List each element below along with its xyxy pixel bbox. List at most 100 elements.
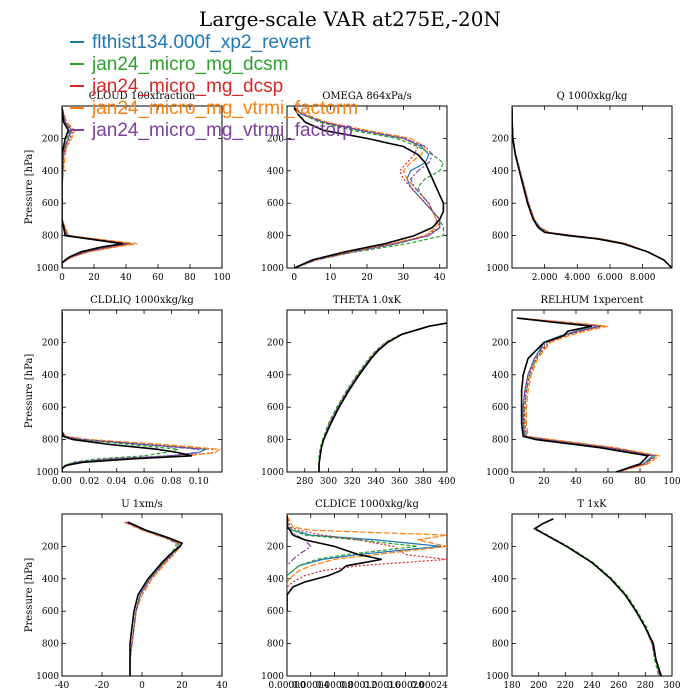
x-tick-label: 8.000 (630, 273, 656, 283)
y-tick-label: 200 (492, 542, 509, 552)
series-line-jan24-micro-mg-dcsm (518, 317, 658, 472)
panel-q: 200 400 600 800 1000 2.000 4.000 6.000 8.000 Q 10… (486, 91, 673, 283)
legend-label: flthist134.000f_xp2_revert (92, 32, 311, 53)
y-tick-label: 1000 (486, 672, 509, 682)
y-tick-label: 800 (267, 640, 284, 650)
x-tick-label: 20 (538, 477, 550, 487)
y-tick-label: 600 (42, 403, 59, 413)
x-tick-label: 0.08 (161, 477, 181, 487)
series-line-jan24-micro-mg-dcsp (518, 317, 658, 472)
panel-omega: 200 400 600 800 1000 0 10 20 30 40 OMEGA 864xPa/s (261, 91, 448, 283)
series-line-jan24-micro-mg-vtrmi-factorp (293, 107, 441, 268)
y-tick-label: 400 (42, 575, 59, 585)
y-tick-label: 800 (492, 640, 509, 650)
series-line-jan24-micro-mg-dcsp (293, 107, 441, 268)
x-tick-label: 20 (176, 681, 188, 691)
y-tick-label: 1000 (36, 468, 59, 478)
series-line-jan24-micro-mg-vtrmi-factorp (62, 311, 201, 472)
x-tick-label: 60 (152, 273, 164, 283)
series-line-flthist134-000f-xp2-revert (287, 515, 442, 612)
x-tick-label: 20 (361, 273, 373, 283)
y-tick-label: 600 (267, 607, 284, 617)
series-line-jan24-micro-mg-vtrmi-factorp (512, 107, 672, 268)
x-tick-label: 4.000 (564, 273, 590, 283)
x-tick-label: 80 (634, 477, 646, 487)
series-line-jan24-micro-mg-vtrmi-factorm (293, 107, 437, 268)
x-tick-label: 380 (415, 477, 432, 487)
x-tick-label: 100 (663, 477, 680, 487)
y-tick-label: 600 (492, 607, 509, 617)
legend-label: jan24_micro_mg_dcsm (91, 54, 288, 75)
series-line-jan24-micro-mg-dcsp (62, 311, 213, 472)
x-tick-label: 180 (503, 681, 520, 691)
series-line-control (293, 107, 445, 268)
x-tick-label: 0.00012 (340, 681, 377, 691)
x-tick-label: 280 (637, 681, 654, 691)
x-tick-label: 0.00000 (268, 681, 305, 691)
series-line-flthist134-000f-xp2-revert (533, 518, 661, 676)
x-tick-label: 40 (434, 273, 446, 283)
y-tick-label: 600 (42, 199, 59, 209)
y-axis-label: Pressure [hPa] (24, 354, 35, 429)
series-line-flthist134-000f-xp2-revert (125, 521, 179, 676)
series-line-jan24-micro-mg-dcsm (318, 322, 447, 472)
y-tick-label: 800 (42, 232, 59, 242)
legend-item-jan24-micro-mg-dcsp: jan24_micro_mg_dcsp (70, 76, 283, 97)
x-tick-label: 0 (509, 477, 515, 487)
plot-frame (511, 513, 673, 677)
series-line-jan24-micro-mg-dcsm (293, 107, 445, 268)
y-tick-label: 600 (42, 607, 59, 617)
x-tick-label: 0.00024 (411, 681, 448, 691)
series-line-control (512, 107, 672, 268)
y-tick-label: 1000 (261, 264, 284, 274)
plot-frame (511, 309, 673, 473)
x-tick-label: 220 (557, 681, 574, 691)
x-tick-label: 280 (296, 477, 313, 487)
series-line-flthist134-000f-xp2-revert (518, 317, 655, 472)
y-axis-label: Pressure [hPa] (24, 150, 35, 225)
x-tick-label: 200 (530, 681, 547, 691)
series-line-jan24-micro-mg-dcsp (533, 518, 661, 676)
y-tick-label: 400 (492, 371, 509, 381)
panel-title: T 1xK (577, 499, 607, 510)
x-tick-label: 2.000 (532, 273, 558, 283)
y-tick-label: 200 (492, 338, 509, 348)
panel-title: CLDLIQ 1000xkg/kg (90, 295, 194, 306)
series-line-jan24-micro-mg-vtrmi-factorp (125, 521, 179, 676)
series-line-flthist134-000f-xp2-revert (512, 107, 672, 268)
series-line-control (516, 317, 650, 472)
x-tick-label: 360 (391, 477, 408, 487)
x-tick-label: 300 (663, 681, 680, 691)
y-tick-label: 200 (42, 542, 59, 552)
x-tick-label: 100 (213, 273, 230, 283)
x-tick-label: 300 (320, 477, 337, 487)
y-tick-label: 1000 (36, 672, 59, 682)
x-tick-label: 0.00 (52, 477, 72, 487)
series-line-control (533, 518, 663, 676)
series-line-jan24-micro-mg-vtrmi-factorp (518, 317, 656, 472)
y-tick-label: 600 (492, 403, 509, 413)
y-tick-label: 200 (42, 338, 59, 348)
x-tick-label: 40 (120, 273, 132, 283)
y-tick-label: 200 (492, 134, 509, 144)
legend-label: jan24_micro_mg_dcsp (91, 76, 283, 97)
panel-theta: 200 400 600 800 1000 280 300 320 340 360 380 400 THE… (261, 295, 456, 487)
y-tick-label: 400 (42, 371, 59, 381)
x-tick-label: 0 (291, 273, 297, 283)
y-tick-label: 800 (42, 640, 59, 650)
y-tick-label: 800 (42, 436, 59, 446)
y-tick-label: 1000 (36, 264, 59, 274)
series-line-jan24-micro-mg-vtrmi-factorm (519, 317, 661, 472)
plot-frame (286, 309, 448, 473)
y-tick-label: 600 (267, 403, 284, 413)
x-tick-label: 0.00016 (363, 681, 400, 691)
x-tick-label: -20 (95, 681, 110, 691)
y-tick-label: 1000 (486, 264, 509, 274)
x-tick-label: 0 (59, 273, 65, 283)
series-line-jan24-micro-mg-dcsm (62, 311, 179, 472)
series-line-jan24-micro-mg-vtrmi-factorm (287, 515, 447, 612)
